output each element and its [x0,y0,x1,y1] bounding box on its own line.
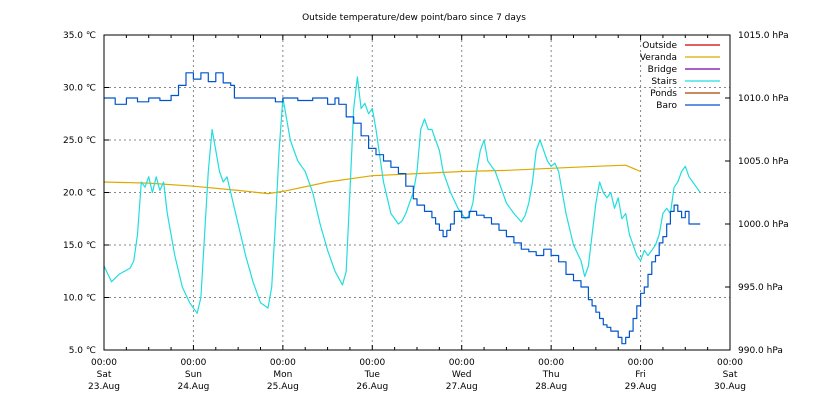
x-tick-day: Mon [273,370,292,380]
x-tick-time: 00:00 [538,358,564,368]
x-tick-day: Sat [97,370,112,380]
legend: Outside Veranda Bridge Stairs Ponds Baro [640,41,720,111]
y-left-tick-label: 30.0 ℃ [63,84,96,94]
legend-label: Bridge [648,65,678,75]
legend-label: Ponds [650,89,677,99]
x-tick-date: 27.Aug [446,382,478,392]
y-right-tick-label: 990.0 hPa [738,346,783,356]
x-tick-day: Wed [452,370,472,380]
y-right-tick-label: 1000.0 hPa [738,220,789,230]
y-left-tick-label: 25.0 ℃ [63,136,96,146]
y-left-tick-label: 35.0 ℃ [63,31,96,41]
x-tick-time: 00:00 [628,358,654,368]
x-tick-time: 00:00 [717,358,743,368]
y-left-tick-label: 15.0 ℃ [63,241,96,251]
x-tick-date: 25.Aug [267,382,299,392]
y-right-tick-label: 1010.0 hPa [738,94,789,104]
x-tick-day: Sat [723,370,738,380]
y-right-tick-label: 995.0 hPa [738,283,783,293]
y-left-tick-label: 10.0 ℃ [63,294,96,304]
x-tick-time: 00:00 [91,358,117,368]
x-tick-date: 28.Aug [535,382,567,392]
legend-label: Stairs [651,77,677,87]
x-tick-day: Sun [185,370,202,380]
x-tick-time: 00:00 [359,358,385,368]
x-tick-time: 00:00 [270,358,296,368]
series-line-veranda [103,164,641,195]
y-right-tick-label: 1015.0 hPa [738,31,789,41]
x-tick-date: 23.Aug [88,382,120,392]
x-tick-date: 26.Aug [356,382,388,392]
x-tick-date: 30.Aug [714,382,746,392]
x-tick-date: 24.Aug [177,382,209,392]
chart-title: Outside temperature/dew point/baro since… [302,13,526,23]
x-tick-time: 00:00 [180,358,206,368]
legend-label: Veranda [640,53,677,63]
x-tick-time: 00:00 [449,358,475,368]
axes: 5.0 ℃ 10.0 ℃ 15.0 ℃ 20.0 ℃ 25.0 ℃ 30.0 ℃ 35.0 … [63,31,789,392]
legend-label: Baro [656,101,677,111]
x-tick-day: Tue [364,370,381,380]
x-tick-day: Thu [542,370,560,380]
x-tick-day: Fri [635,370,646,380]
y-left-tick-label: 20.0 ℃ [63,189,96,199]
plot-frame [103,34,731,351]
legend-label: Outside [642,41,677,51]
series-line-baro [104,72,701,345]
y-right-tick-label: 1005.0 hPa [738,157,789,167]
x-tick-date: 29.Aug [625,382,657,392]
y-left-tick-label: 5.0 ℃ [69,346,96,356]
grid [104,35,731,350]
series-layer [103,72,701,345]
series-line-stairs [103,76,701,314]
